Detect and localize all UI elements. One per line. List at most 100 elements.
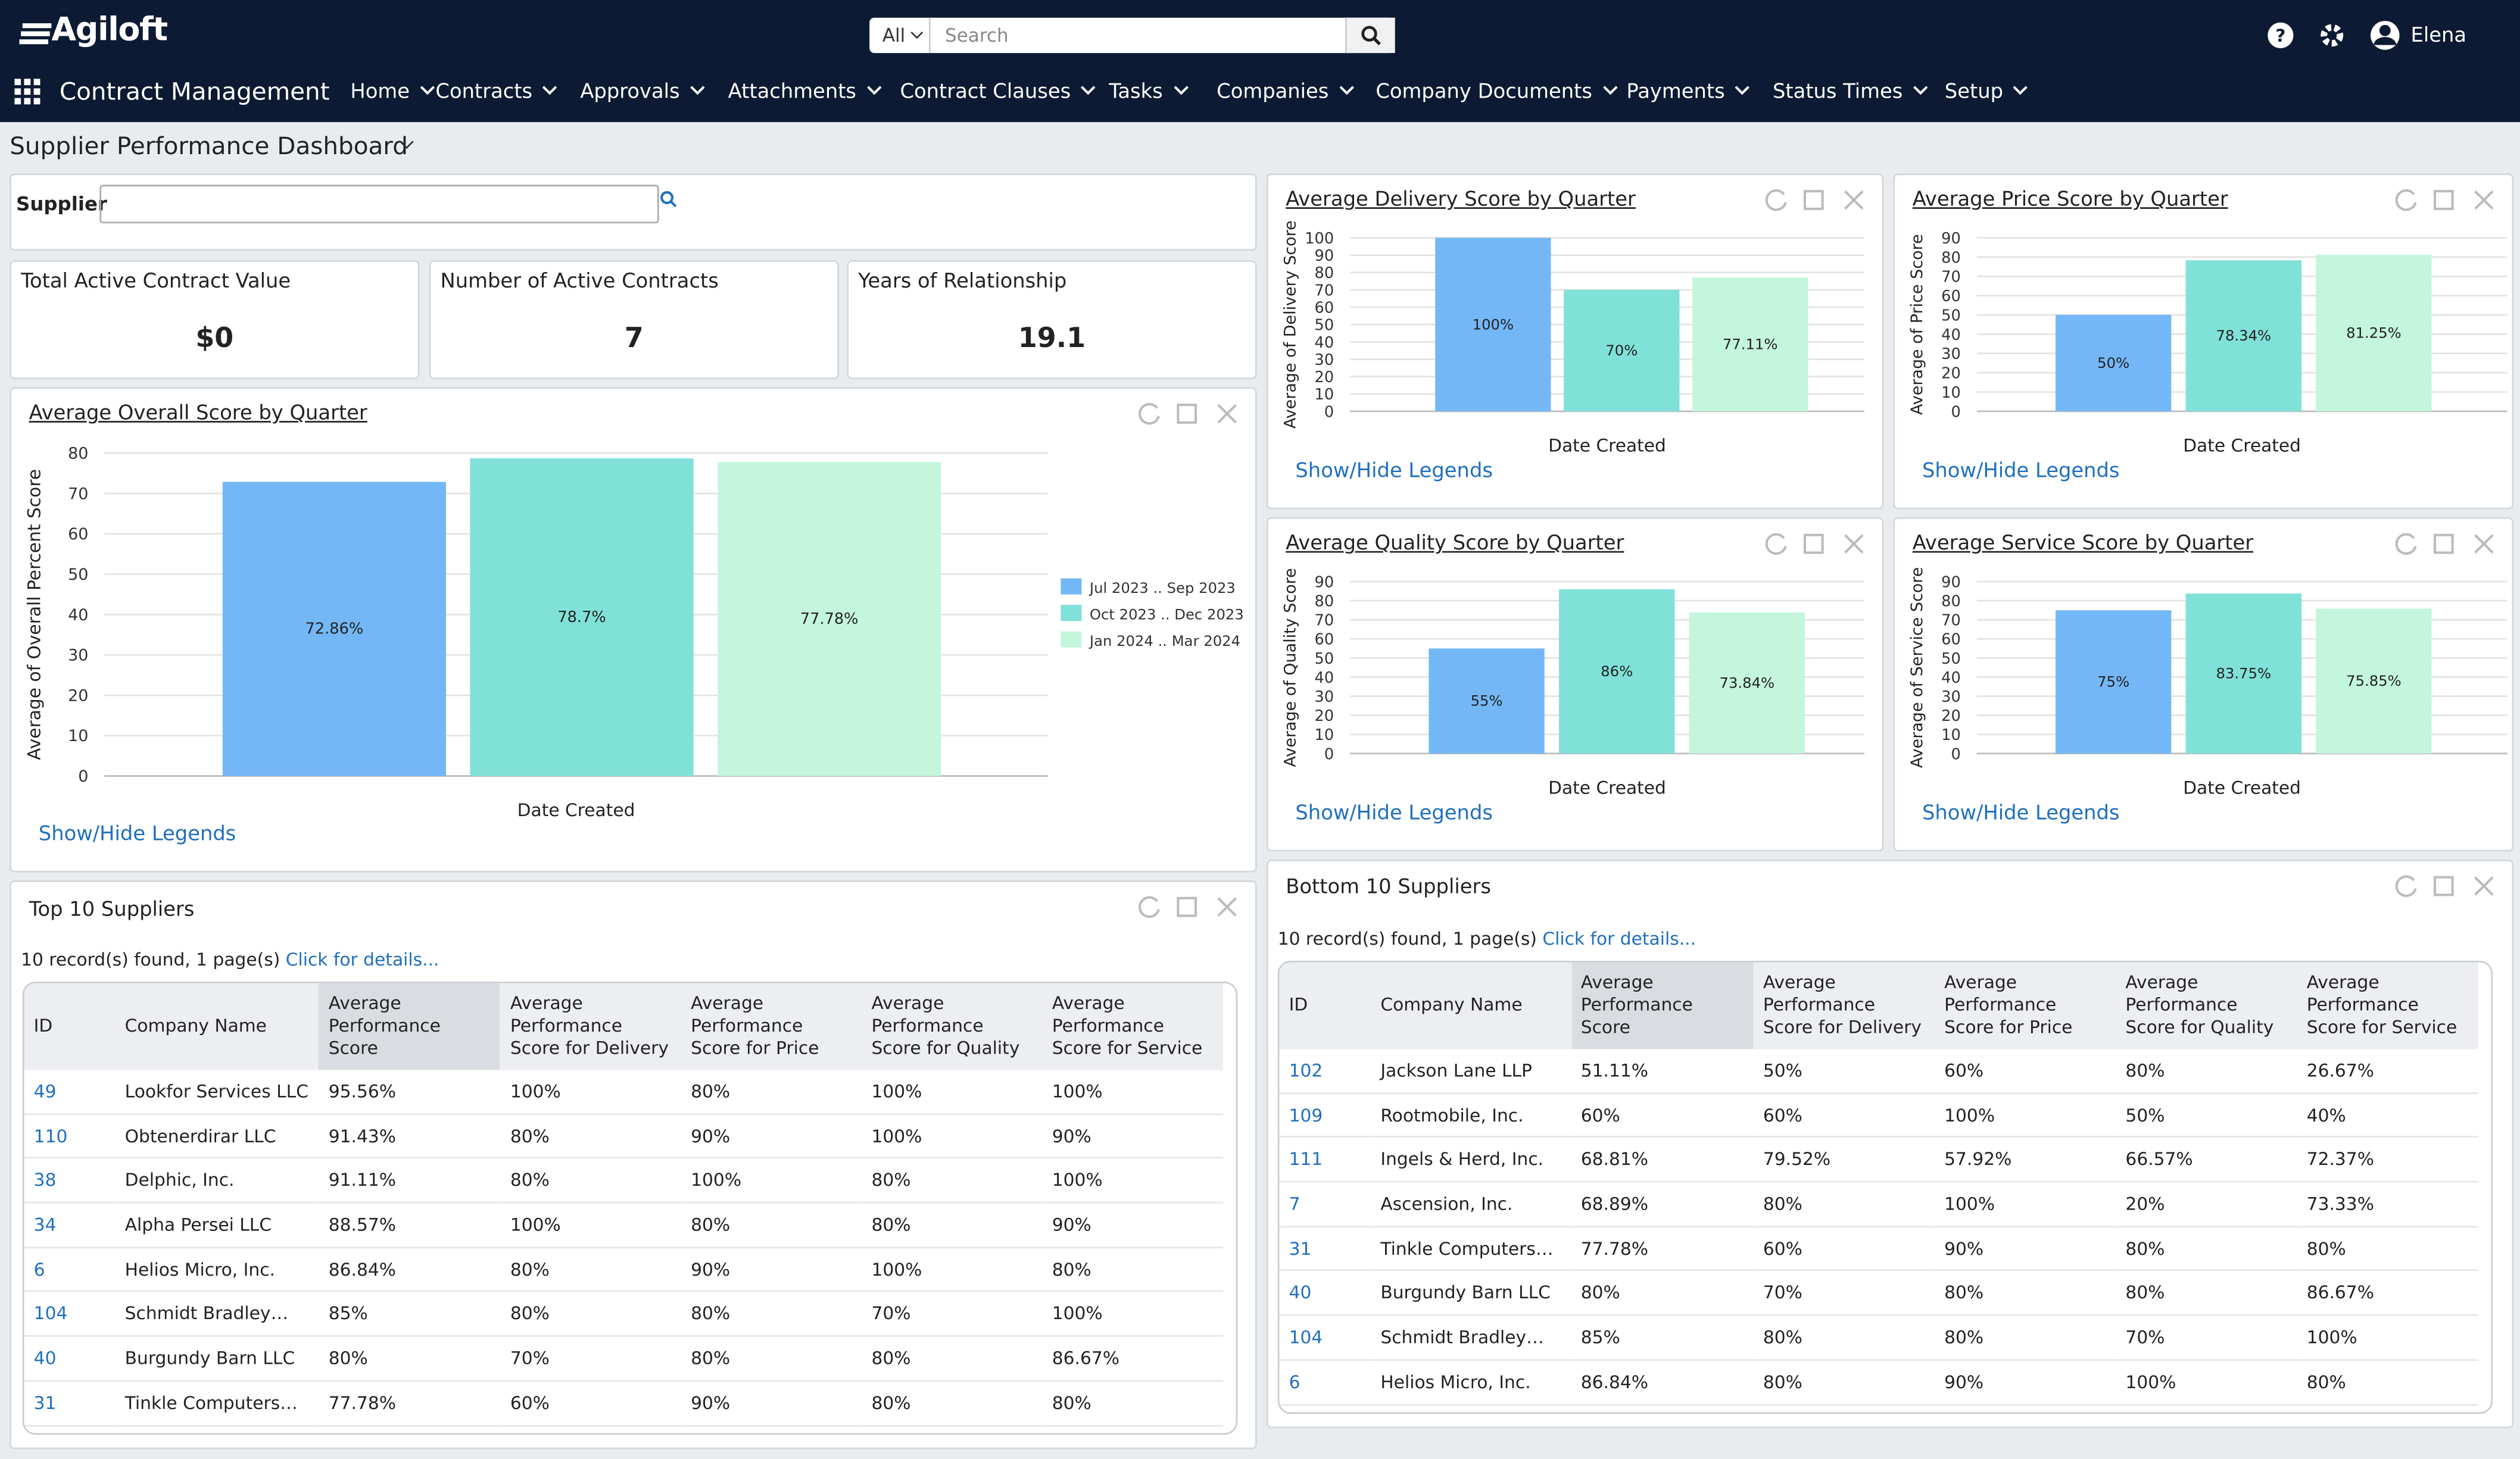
maximize-icon[interactable]	[1177, 404, 1197, 424]
column-header[interactable]: Average Performance Score for Price	[1934, 962, 2116, 1049]
table-cell: 72.37%	[2297, 1137, 2478, 1183]
nav-item[interactable]: Payments	[1626, 79, 1754, 103]
column-header[interactable]: Company Name	[1371, 962, 1571, 1049]
close-icon[interactable]	[1217, 897, 1237, 917]
filter-search[interactable]	[659, 189, 678, 208]
nav-item[interactable]: Tasks	[1109, 79, 1192, 103]
chart-title[interactable]: Average Delivery Score by Quarter	[1286, 186, 1636, 211]
close-icon[interactable]	[1844, 190, 1864, 210]
column-header[interactable]: Company Name	[115, 983, 319, 1070]
search-box[interactable]: All Search	[869, 17, 1395, 54]
column-header[interactable]: Average Performance Score for Price	[681, 983, 862, 1070]
close-icon[interactable]	[2474, 534, 2494, 554]
search-input[interactable]: Search	[945, 24, 1009, 47]
table-cell: 77.78%	[1571, 1226, 1754, 1272]
record-id[interactable]: 104	[1279, 1315, 1371, 1361]
record-id[interactable]: 31	[1279, 1226, 1371, 1272]
details-link[interactable]: Click for details...	[285, 949, 439, 971]
maximize-icon[interactable]	[1803, 533, 1824, 554]
refresh-icon[interactable]	[2395, 189, 2417, 211]
nav-item[interactable]: Company Documents	[1376, 79, 1621, 103]
panel-actions[interactable]	[2393, 188, 2506, 214]
maximize-icon[interactable]	[2433, 876, 2454, 896]
panel-actions[interactable]	[1763, 532, 1876, 557]
record-id[interactable]: 111	[1279, 1137, 1371, 1183]
panel-actions[interactable]	[1136, 402, 1249, 427]
refresh-icon[interactable]	[1765, 189, 1787, 211]
panel-actions[interactable]	[1763, 188, 1876, 214]
refresh-icon[interactable]	[1139, 402, 1160, 425]
close-icon[interactable]	[2474, 876, 2494, 896]
nav-item[interactable]: Contract Clauses	[900, 79, 1099, 103]
nav-item[interactable]: Attachments	[728, 79, 885, 103]
search-button[interactable]	[1345, 17, 1395, 54]
refresh-icon[interactable]	[1139, 896, 1160, 918]
record-id[interactable]: 40	[1279, 1270, 1371, 1316]
logo[interactable]: Agiloft	[51, 10, 168, 48]
maximize-icon[interactable]	[1177, 896, 1197, 917]
nav-item[interactable]: Setup	[1945, 79, 2032, 103]
close-icon[interactable]	[1844, 534, 1864, 554]
record-id[interactable]: 7	[1279, 1182, 1371, 1227]
record-id[interactable]: 102	[1279, 1049, 1371, 1094]
record-id[interactable]: 34	[1279, 1404, 1371, 1413]
close-icon[interactable]	[2474, 190, 2494, 210]
column-header[interactable]: Average Performance Score for Delivery	[500, 983, 681, 1070]
details-link[interactable]: Click for details...	[1542, 929, 1696, 950]
record-id[interactable]: 6	[1279, 1360, 1371, 1405]
legend-toggle[interactable]: Show/Hide Legends	[1922, 800, 2120, 824]
header-icons[interactable]: ?	[2266, 21, 2443, 53]
legend-toggle[interactable]: Show/Hide Legends	[1295, 800, 1493, 824]
search-scope[interactable]: All	[882, 24, 906, 47]
maximize-icon[interactable]	[1803, 190, 1824, 210]
kpi-value: $0	[195, 323, 234, 355]
app-name[interactable]: Contract Management	[59, 77, 330, 107]
maximize-icon[interactable]	[2433, 533, 2454, 554]
dashboard-title[interactable]: Supplier Performance Dashboard	[10, 132, 408, 161]
column-header[interactable]: Average Performance Score for Quality	[2116, 962, 2297, 1049]
filter-input[interactable]	[99, 185, 659, 224]
record-id[interactable]: 109	[1279, 1092, 1371, 1138]
user-name[interactable]: Elena	[2410, 22, 2467, 47]
record-id[interactable]: 38	[24, 1158, 116, 1204]
record-id[interactable]: 49	[24, 1070, 116, 1115]
legend-toggle[interactable]: Show/Hide Legends	[38, 821, 236, 845]
nav-item[interactable]: Approvals	[580, 79, 709, 103]
panel-actions[interactable]	[1136, 895, 1249, 920]
nav-item[interactable]: Home	[350, 79, 438, 103]
search-icon	[1361, 26, 1381, 46]
column-header[interactable]: Average Performance Score for Delivery	[1753, 962, 1935, 1049]
record-id[interactable]: 40	[24, 1336, 116, 1382]
column-header[interactable]: Average Performance Score for Service	[1042, 983, 1223, 1070]
column-header[interactable]: Average Performance Score for Quality	[862, 983, 1043, 1070]
column-header[interactable]: Average Performance Score	[1571, 962, 1754, 1049]
nav-item[interactable]: Status Times	[1773, 79, 1932, 103]
panel-actions[interactable]	[2393, 874, 2506, 899]
nav-item[interactable]: Contracts	[435, 79, 561, 103]
panel-actions[interactable]	[2393, 532, 2506, 557]
chart-title[interactable]: Average Price Score by Quarter	[1912, 186, 2228, 211]
table-cell: 20%	[2116, 1182, 2297, 1227]
record-id[interactable]: 104	[24, 1291, 116, 1337]
column-header[interactable]: ID	[24, 983, 116, 1070]
refresh-icon[interactable]	[1765, 533, 1787, 555]
record-id[interactable]: 6	[24, 1247, 116, 1293]
column-header[interactable]: ID	[1279, 962, 1371, 1049]
record-id[interactable]: 31	[24, 1380, 116, 1426]
legend-toggle[interactable]: Show/Hide Legends	[1922, 458, 2120, 482]
maximize-icon[interactable]	[2433, 190, 2454, 210]
chart-title[interactable]: Average Service Score by Quarter	[1912, 530, 2254, 555]
column-header[interactable]: Average Performance Score for Service	[2297, 962, 2478, 1049]
record-id[interactable]: 34	[24, 1202, 116, 1248]
refresh-icon[interactable]	[2395, 533, 2417, 555]
chart-title[interactable]: Average Quality Score by Quarter	[1286, 530, 1624, 555]
nav-item[interactable]: Companies	[1217, 79, 1358, 103]
app-menu[interactable]	[14, 79, 40, 105]
record-id[interactable]: 7	[24, 1425, 116, 1433]
close-icon[interactable]	[1217, 404, 1237, 424]
chart-title[interactable]: Average Overall Score by Quarter	[29, 400, 367, 424]
refresh-icon[interactable]	[2395, 875, 2417, 897]
record-id[interactable]: 110	[24, 1113, 116, 1159]
column-header[interactable]: Average Performance Score	[319, 983, 501, 1070]
legend-toggle[interactable]: Show/Hide Legends	[1295, 458, 1493, 482]
